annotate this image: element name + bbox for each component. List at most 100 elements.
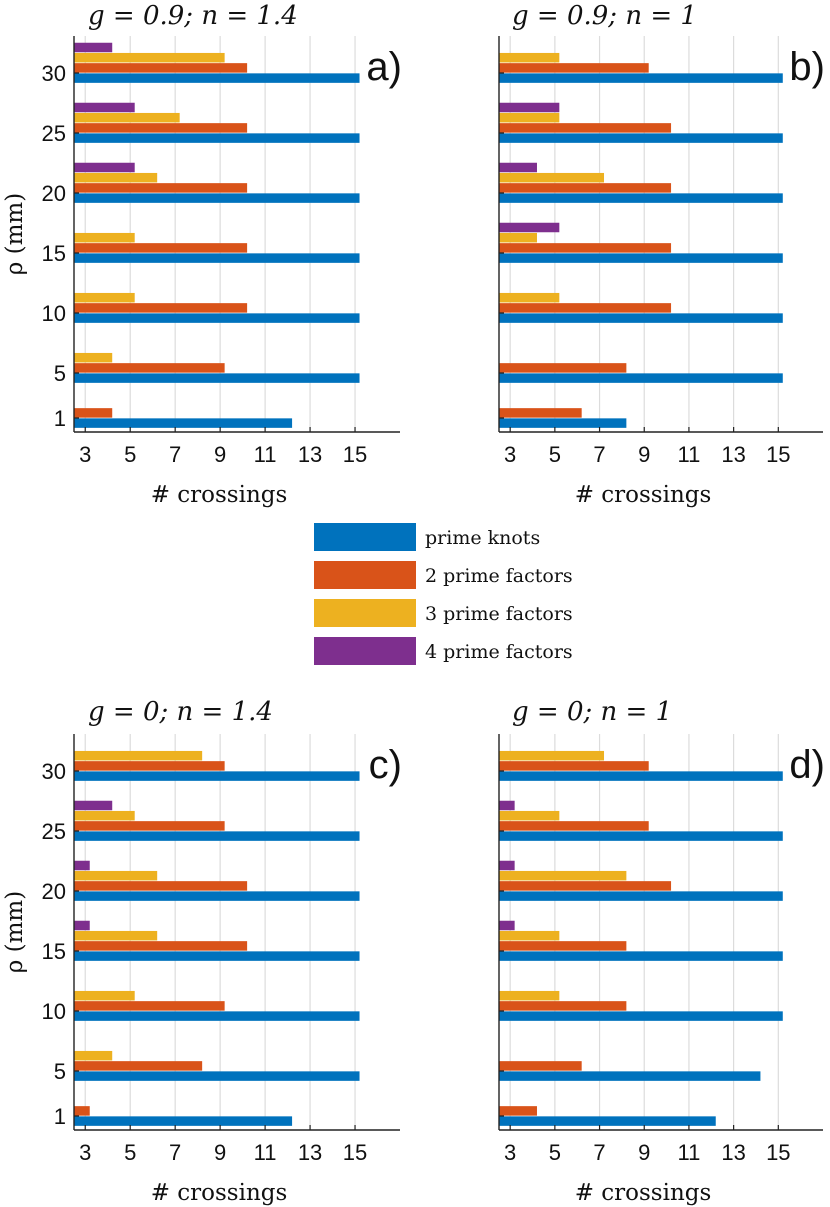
legend-swatch <box>314 523 416 551</box>
bar-4-prime-factors-rho-25 <box>499 800 515 811</box>
bar-4-prime-factors-rho-25 <box>74 102 135 113</box>
legend: prime knots 2 prime factors 3 prime factor… <box>314 523 573 665</box>
bar-3-prime-factors-rho-5 <box>74 352 113 363</box>
bar-prime-knots-rho-20 <box>74 891 360 901</box>
y-tick-label: 30 <box>42 61 66 86</box>
bar-2-prime-factors-rho-10 <box>499 1001 627 1011</box>
x-axis-label: # crossings <box>151 482 288 508</box>
y-tick-label: 5 <box>54 1059 66 1084</box>
bar-2-prime-factors-rho-25 <box>499 821 649 831</box>
bar-2-prime-factors-rho-5 <box>499 363 627 373</box>
x-tick-label: 7 <box>169 442 181 467</box>
x-tick-label: 13 <box>721 1140 745 1165</box>
x-tick-label: 5 <box>549 1140 561 1165</box>
bar-prime-knots-rho-15 <box>499 253 783 263</box>
bar-2-prime-factors-rho-30 <box>499 761 649 771</box>
bar-4-prime-factors-rho-25 <box>74 800 113 811</box>
bar-3-prime-factors-rho-10 <box>74 292 135 303</box>
panel-title: g = 0.9; n = 1.4 <box>88 1 298 31</box>
x-axis-label: # crossings <box>575 482 712 508</box>
bar-prime-knots-rho-1 <box>74 1116 293 1126</box>
x-tick-label: 11 <box>254 442 277 467</box>
x-tick-label: 3 <box>504 442 516 467</box>
bar-4-prime-factors-rho-20 <box>74 162 135 173</box>
bar-2-prime-factors-rho-30 <box>74 63 248 73</box>
bar-3-prime-factors-rho-15 <box>74 232 135 243</box>
bar-prime-knots-rho-20 <box>74 193 360 203</box>
panel-b: 3 5 7 9 11 13 15 # crossings g = 0.9; n = 1 b) <box>498 1 825 508</box>
x-tick-label: 9 <box>638 1140 650 1165</box>
bar-prime-knots-rho-25 <box>74 831 360 841</box>
bar-2-prime-factors-rho-30 <box>74 761 225 771</box>
bar-prime-knots-rho-5 <box>499 1071 761 1081</box>
y-tick-label: 10 <box>42 999 66 1024</box>
y-tick-label: 25 <box>42 121 66 146</box>
bar-3-prime-factors-rho-25 <box>499 112 560 123</box>
x-tick-label: 13 <box>721 442 745 467</box>
x-tick-label: 9 <box>214 442 226 467</box>
bar-prime-knots-rho-10 <box>74 313 360 323</box>
bar-2-prime-factors-rho-1 <box>499 408 582 418</box>
y-axis-label: ρ (mm) <box>2 891 28 973</box>
x-axis-label: # crossings <box>151 1180 288 1206</box>
bar-2-prime-factors-rho-25 <box>499 123 672 133</box>
bar-3-prime-factors-rho-20 <box>499 870 627 881</box>
legend-item-three: 3 prime factors <box>314 599 573 627</box>
bar-4-prime-factors-rho-20 <box>499 860 515 871</box>
x-tick-label: 7 <box>593 1140 605 1165</box>
bar-4-prime-factors-rho-20 <box>499 162 537 173</box>
bar-prime-knots-rho-1 <box>499 1116 716 1126</box>
x-tick-label: 11 <box>678 1140 701 1165</box>
y-tick-label: 1 <box>54 406 66 431</box>
bar-prime-knots-rho-15 <box>74 951 360 961</box>
bar-3-prime-factors-rho-15 <box>499 930 560 941</box>
x-tick-label: 7 <box>169 1140 181 1165</box>
x-tick-label: 9 <box>214 1140 226 1165</box>
bar-prime-knots-rho-20 <box>499 891 783 901</box>
bar-prime-knots-rho-25 <box>74 133 360 143</box>
bar-prime-knots-rho-25 <box>499 831 783 841</box>
x-tick-label: 5 <box>549 442 561 467</box>
bar-2-prime-factors-rho-20 <box>74 881 248 891</box>
bar-prime-knots-rho-15 <box>499 951 783 961</box>
bar-prime-knots-rho-10 <box>499 1011 783 1021</box>
bar-prime-knots-rho-15 <box>74 253 360 263</box>
panel-label: a) <box>366 45 402 89</box>
bar-2-prime-factors-rho-20 <box>499 183 672 193</box>
x-tick-label: 7 <box>593 442 605 467</box>
legend-item-four: 4 prime factors <box>314 637 573 665</box>
panel-title: g = 0; n = 1 <box>512 697 672 727</box>
bar-prime-knots-rho-30 <box>74 771 360 781</box>
legend-label: 2 prime factors <box>425 565 573 587</box>
bar-2-prime-factors-rho-15 <box>499 941 627 951</box>
legend-item-prime: prime knots <box>314 523 540 551</box>
panel-label: b) <box>789 45 825 89</box>
bar-prime-knots-rho-30 <box>499 771 783 781</box>
bar-3-prime-factors-rho-30 <box>499 750 605 761</box>
y-tick-label: 20 <box>42 181 66 206</box>
bar-2-prime-factors-rho-1 <box>499 1106 537 1116</box>
bar-3-prime-factors-rho-20 <box>74 172 158 183</box>
legend-label: 4 prime factors <box>425 641 573 663</box>
bar-2-prime-factors-rho-15 <box>499 243 672 253</box>
bar-3-prime-factors-rho-30 <box>499 52 560 63</box>
legend-swatch <box>314 599 416 627</box>
bar-3-prime-factors-rho-25 <box>74 810 135 821</box>
y-tick-label: 15 <box>42 241 66 266</box>
bar-2-prime-factors-rho-20 <box>499 881 672 891</box>
bar-3-prime-factors-rho-15 <box>499 232 537 243</box>
x-tick-label: 5 <box>124 1140 136 1165</box>
y-tick-label: 10 <box>42 301 66 326</box>
bar-prime-knots-rho-5 <box>74 1071 360 1081</box>
x-tick-label: 3 <box>79 442 91 467</box>
x-tick-label: 15 <box>766 1140 790 1165</box>
bar-prime-knots-rho-30 <box>499 73 783 83</box>
x-tick-label: 11 <box>254 1140 277 1165</box>
bar-2-prime-factors-rho-25 <box>74 123 248 133</box>
bar-4-prime-factors-rho-25 <box>499 102 560 113</box>
x-tick-label: 5 <box>124 442 136 467</box>
bar-2-prime-factors-rho-10 <box>74 1001 225 1011</box>
